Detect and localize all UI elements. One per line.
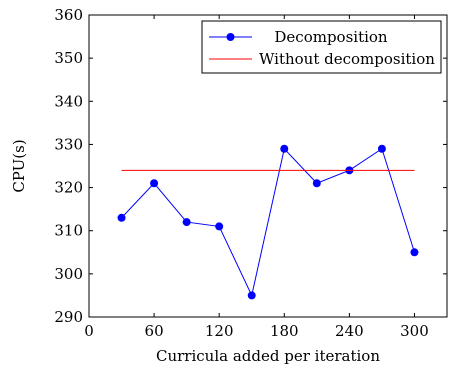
legend-label-without-decomposition: Without decomposition [259, 50, 435, 68]
data-point-decomposition [247, 291, 256, 300]
y-tick-label: 360 [54, 6, 83, 24]
legend-label-decomposition: Decomposition [274, 28, 388, 46]
data-point-decomposition [377, 144, 386, 153]
x-axis-label: Curricula added per iteration [156, 347, 380, 365]
y-tick-label: 340 [54, 92, 83, 110]
x-tick-label: 0 [84, 322, 94, 340]
data-point-decomposition [150, 179, 159, 188]
plot-frame [88, 14, 448, 318]
y-tick-label: 320 [54, 179, 83, 197]
y-tick-label: 310 [54, 222, 83, 240]
legend: Decomposition Without decomposition [201, 20, 442, 74]
data-point-decomposition [312, 179, 321, 188]
legend-marker-decomposition [226, 33, 235, 41]
data-point-decomposition [410, 248, 419, 257]
x-tick-label: 240 [335, 322, 364, 340]
series-layer [117, 144, 419, 300]
x-tick-label: 180 [270, 322, 299, 340]
y-tick-label: 300 [54, 265, 83, 283]
y-tick-label: 290 [54, 308, 83, 326]
x-tick-label: 120 [205, 322, 234, 340]
data-point-decomposition [280, 144, 289, 153]
data-point-decomposition [117, 213, 126, 222]
x-tick-label: 60 [145, 322, 164, 340]
y-tick-label: 350 [54, 49, 83, 67]
axis-ticks: 0 60 120 180 240 300 290 300 310 320 330 340 350 360 [54, 6, 447, 340]
data-point-decomposition [215, 222, 224, 231]
data-point-decomposition [182, 218, 191, 227]
y-tick-label: 330 [54, 135, 83, 153]
y-axis-label: CPU(s) [10, 139, 28, 192]
legend-box [201, 20, 442, 74]
x-tick-label: 300 [400, 322, 429, 340]
series-line-decomposition [121, 147, 415, 297]
